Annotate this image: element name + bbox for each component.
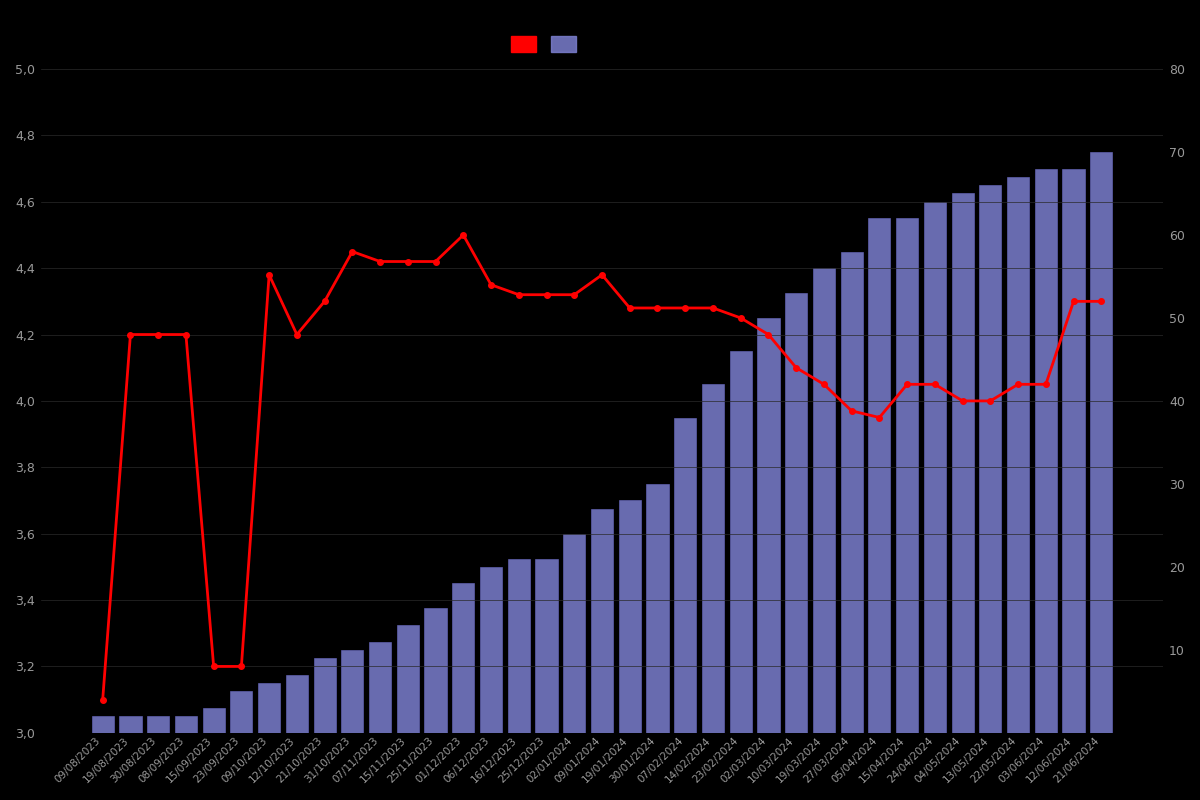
Bar <box>1062 169 1085 733</box>
Bar <box>952 194 973 733</box>
Bar <box>368 642 391 733</box>
Bar <box>258 683 281 733</box>
Bar <box>924 202 946 733</box>
Bar <box>91 716 114 733</box>
Bar <box>812 268 835 733</box>
Bar <box>702 384 724 733</box>
Bar <box>341 650 364 733</box>
Bar <box>397 625 419 733</box>
Bar <box>840 251 863 733</box>
Legend: , : , <box>511 36 581 52</box>
Bar <box>785 293 808 733</box>
Bar <box>175 716 197 733</box>
Bar <box>1091 152 1112 733</box>
Bar <box>757 318 780 733</box>
Bar <box>535 558 558 733</box>
Bar <box>480 567 502 733</box>
Bar <box>896 218 918 733</box>
Bar <box>1007 177 1030 733</box>
Bar <box>425 608 446 733</box>
Bar <box>230 691 252 733</box>
Bar <box>452 583 474 733</box>
Bar <box>979 185 1002 733</box>
Bar <box>563 534 586 733</box>
Bar <box>508 558 530 733</box>
Bar <box>730 351 751 733</box>
Bar <box>590 509 613 733</box>
Bar <box>619 501 641 733</box>
Bar <box>674 418 696 733</box>
Bar <box>119 716 142 733</box>
Bar <box>869 218 890 733</box>
Bar <box>1034 169 1057 733</box>
Bar <box>647 484 668 733</box>
Bar <box>313 658 336 733</box>
Bar <box>148 716 169 733</box>
Bar <box>286 674 308 733</box>
Bar <box>203 708 224 733</box>
